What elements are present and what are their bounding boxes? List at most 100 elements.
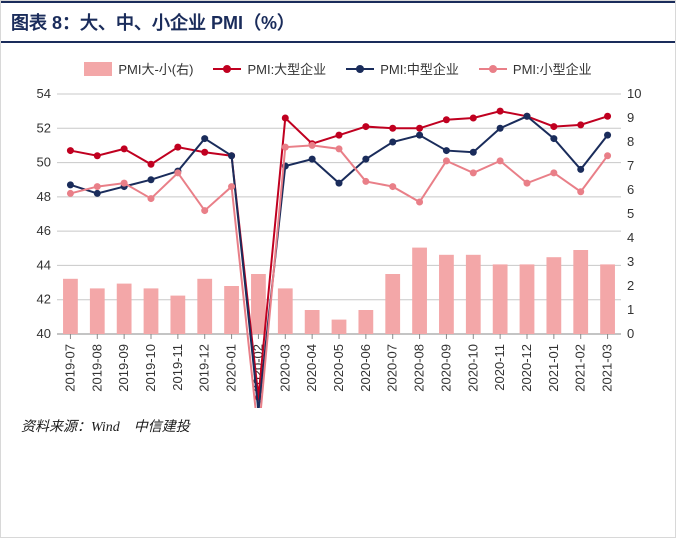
- line-marker: [470, 149, 477, 156]
- line-marker: [524, 180, 531, 187]
- bar: [546, 257, 561, 334]
- pmi-chart: 40424446485052540123456789102019-072019-…: [15, 88, 663, 408]
- x-tick-label: 2020-03: [277, 344, 292, 392]
- x-tick-label: 2021-03: [600, 344, 615, 392]
- line-marker: [389, 183, 396, 190]
- figure-container: 图表 8：大、中、小企业 PMI（%） PMI大-小(右)PMI:大型企业PMI…: [0, 0, 676, 538]
- line-marker: [148, 161, 155, 168]
- bar: [224, 286, 239, 334]
- y-left-tick-label: 54: [37, 88, 51, 101]
- x-tick-label: 2019-08: [89, 344, 104, 392]
- y-right-tick-label: 10: [627, 88, 641, 101]
- bar: [90, 288, 105, 334]
- line-marker: [416, 125, 423, 132]
- y-right-tick-label: 2: [627, 278, 634, 293]
- bar: [600, 264, 615, 334]
- x-tick-label: 2020-04: [304, 344, 319, 392]
- legend-swatch-line: [213, 62, 241, 76]
- y-right-tick-label: 4: [627, 230, 634, 245]
- x-tick-label: 2020-11: [492, 344, 507, 391]
- bar: [412, 248, 427, 334]
- line-marker: [577, 121, 584, 128]
- x-tick-label: 2021-01: [546, 344, 561, 392]
- bar: [385, 274, 400, 334]
- y-right-tick-label: 7: [627, 158, 634, 173]
- x-tick-label: 2019-09: [116, 344, 131, 392]
- line-marker: [121, 145, 128, 152]
- line-marker: [282, 144, 289, 151]
- line-marker: [443, 157, 450, 164]
- x-tick-label: 2020-09: [438, 344, 453, 392]
- legend-swatch-line: [479, 62, 507, 76]
- legend-item-1: PMI:大型企业: [213, 59, 326, 78]
- line-marker: [67, 181, 74, 188]
- line-marker: [67, 147, 74, 154]
- line-marker: [389, 125, 396, 132]
- source-label: 资料来源：Wind 中信建投: [21, 416, 655, 436]
- legend-label: PMI:小型企业: [513, 59, 592, 78]
- line-marker: [201, 207, 208, 214]
- bar: [144, 288, 159, 334]
- line-marker: [416, 199, 423, 206]
- line-marker: [201, 149, 208, 156]
- y-left-tick-label: 52: [37, 120, 51, 135]
- line-marker: [416, 132, 423, 139]
- line-marker: [443, 147, 450, 154]
- line-marker: [336, 145, 343, 152]
- legend-swatch-line: [346, 62, 374, 76]
- line-marker: [94, 152, 101, 159]
- y-right-tick-label: 5: [627, 206, 634, 221]
- line-marker: [201, 135, 208, 142]
- x-tick-label: 2019-11: [170, 344, 185, 391]
- y-right-tick-label: 9: [627, 110, 634, 125]
- line-marker: [470, 169, 477, 176]
- line-marker: [497, 108, 504, 115]
- line-marker: [174, 144, 181, 151]
- bar: [63, 279, 78, 334]
- x-tick-label: 2020-01: [224, 344, 239, 392]
- line-marker: [577, 166, 584, 173]
- line-marker: [577, 188, 584, 195]
- line-marker: [309, 156, 316, 163]
- line-marker: [389, 139, 396, 146]
- bar: [305, 310, 320, 334]
- bar: [278, 288, 293, 334]
- x-tick-label: 2020-08: [412, 344, 427, 392]
- x-tick-label: 2020-07: [385, 344, 400, 392]
- line-marker: [362, 123, 369, 130]
- x-tick-label: 2020-05: [331, 344, 346, 392]
- legend-label: PMI大-小(右): [118, 59, 193, 78]
- bar: [332, 320, 347, 334]
- x-tick-label: 2019-10: [143, 344, 158, 392]
- line-marker: [94, 183, 101, 190]
- line-marker: [148, 176, 155, 183]
- legend: PMI大-小(右) PMI:大型企业 PMI:中型企业 PMI:小型企业: [15, 59, 661, 78]
- y-left-tick-label: 50: [37, 155, 51, 170]
- y-left-tick-label: 48: [37, 189, 51, 204]
- legend-item-0: PMI大-小(右): [84, 59, 193, 78]
- legend-label: PMI:大型企业: [247, 59, 326, 78]
- line-marker: [497, 157, 504, 164]
- y-left-tick-label: 46: [37, 223, 51, 238]
- line-marker: [336, 180, 343, 187]
- y-right-tick-label: 3: [627, 254, 634, 269]
- bar: [573, 250, 588, 334]
- bar: [170, 296, 185, 334]
- x-tick-label: 2020-06: [358, 344, 373, 392]
- line-marker: [604, 132, 611, 139]
- bar: [493, 264, 508, 334]
- line-marker: [94, 190, 101, 197]
- x-tick-label: 2019-12: [197, 344, 212, 392]
- y-left-tick-label: 44: [37, 257, 51, 272]
- y-right-tick-label: 0: [627, 326, 634, 341]
- bar: [251, 274, 266, 334]
- figure-title: 图表 8：大、中、小企业 PMI（%）: [1, 1, 675, 43]
- y-right-tick-label: 6: [627, 182, 634, 197]
- bar: [520, 264, 535, 334]
- legend-label: PMI:中型企业: [380, 59, 459, 78]
- line-marker: [604, 152, 611, 159]
- line-marker: [550, 123, 557, 130]
- legend-item-3: PMI:小型企业: [479, 59, 592, 78]
- bar: [439, 255, 454, 334]
- line-marker: [443, 116, 450, 123]
